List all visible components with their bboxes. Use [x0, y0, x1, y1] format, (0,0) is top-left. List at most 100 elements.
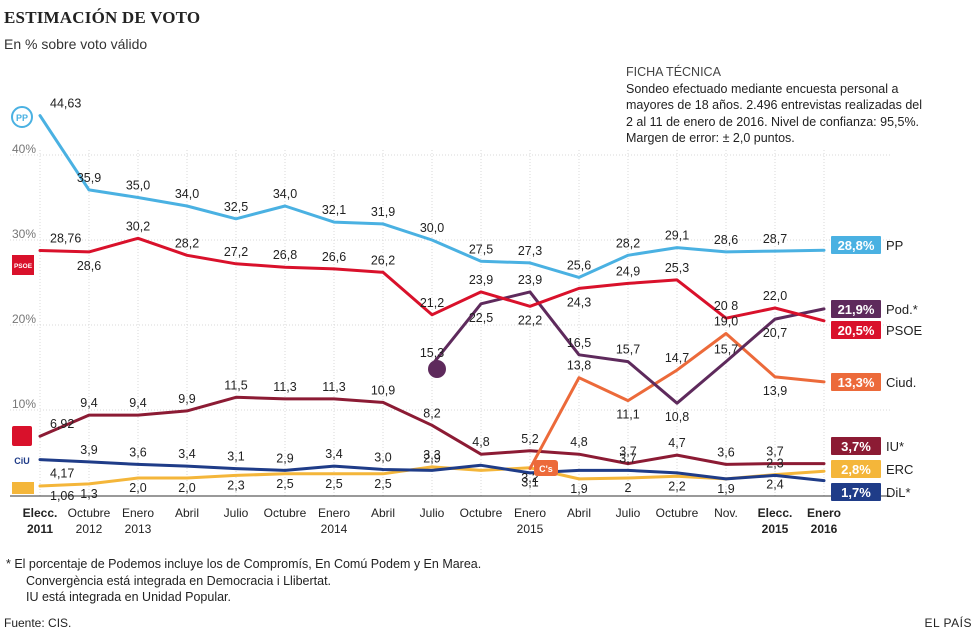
y-tick-label: 20%	[12, 312, 36, 326]
data-label: 3,6	[717, 445, 734, 459]
x-tick-label: Octubre	[656, 506, 699, 520]
chart-subtitle: En % sobre voto válido	[4, 36, 148, 52]
x-tick-label: Abril	[371, 506, 395, 520]
data-label: 19,0	[714, 315, 738, 329]
data-label: 27,2	[224, 245, 248, 259]
data-label: 23,9	[469, 273, 493, 287]
data-label: 15,3	[420, 346, 444, 360]
end-value-box	[831, 460, 881, 478]
data-label: 14,7	[665, 351, 689, 365]
data-label: 3,7	[619, 451, 636, 465]
data-label: 10,8	[665, 410, 689, 424]
data-label: 1,9	[717, 482, 734, 496]
data-label: 3,7	[619, 445, 636, 459]
data-label: 32,1	[322, 203, 346, 217]
data-label: 1,9	[570, 482, 587, 496]
x-tick-label: Octubre	[460, 506, 503, 520]
data-label: 4,8	[570, 435, 587, 449]
data-label: 3,7	[766, 445, 783, 459]
erc-logo-icon	[12, 482, 34, 494]
data-label: 27,3	[518, 244, 542, 258]
series-line-erc	[38, 465, 826, 488]
party-name-label: Pod.*	[886, 302, 918, 317]
data-label: 11,3	[273, 380, 296, 394]
data-label: 2,0	[129, 481, 146, 495]
ficha-line: Sondeo efectuado mediante encuesta perso…	[626, 81, 899, 96]
data-label: 28,76	[50, 232, 81, 246]
data-label: 44,63	[50, 97, 81, 111]
footnote: Convergència está integrada en Democraci…	[26, 573, 332, 588]
x-tick-label: 2013	[125, 522, 152, 536]
end-value-box	[831, 300, 881, 318]
data-label: 25,3	[665, 261, 689, 275]
data-label: 4,7	[668, 436, 685, 450]
data-label: 24,3	[567, 295, 591, 309]
data-label: 28,2	[616, 236, 640, 250]
x-tick-label: 2011	[27, 522, 53, 536]
data-label: 9,9	[178, 392, 195, 406]
data-label: 15,7	[616, 343, 640, 357]
ciudadanos-logo-icon	[534, 460, 558, 476]
footnotes: * El porcentaje de Podemos incluye los d…	[6, 556, 481, 606]
end-value-box	[831, 483, 881, 501]
x-tick-label: Julio	[616, 506, 641, 520]
end-value-box	[831, 321, 881, 339]
ficha-line: 2 al 11 de enero de 2016. Nivel de confi…	[626, 114, 920, 129]
data-label: 2,3	[227, 478, 244, 492]
data-label: 10,9	[371, 383, 395, 397]
data-label: 2	[625, 481, 632, 495]
end-value-box	[831, 437, 881, 455]
data-label: 21,2	[420, 296, 444, 310]
data-label: 2,0	[178, 481, 195, 495]
x-tick-label: 2014	[321, 522, 348, 536]
data-label: 23,9	[518, 273, 542, 287]
data-label: 3,6	[129, 445, 146, 459]
data-label: 16,5	[567, 336, 591, 350]
brand-logo: EL PAÍS	[924, 616, 972, 630]
data-label: 4,17	[50, 467, 74, 481]
data-label: 27,5	[469, 242, 493, 256]
footnote: IU está integrada en Unidad Popular.	[26, 590, 231, 604]
x-tick-label: 2015	[517, 522, 544, 536]
x-tick-label: Abril	[175, 506, 199, 520]
data-label: 3,1	[227, 450, 244, 464]
x-tick-label: Octubre	[68, 506, 111, 520]
data-label: 34,0	[175, 187, 199, 201]
party-name-label: ERC	[886, 462, 913, 477]
data-label: 2,5	[374, 477, 391, 491]
footnote: * El porcentaje de Podemos incluye los d…	[6, 557, 482, 571]
end-value-label: 3,7%	[841, 439, 871, 454]
x-tick-label: Enero	[514, 506, 546, 520]
x-tick-label: 2012	[76, 522, 103, 536]
x-tick-label: Julio	[420, 506, 445, 520]
source-note: Fuente: CIS.	[4, 616, 72, 630]
data-label: 11,5	[224, 378, 247, 392]
y-tick-label: 30%	[12, 227, 36, 241]
data-label: 26,8	[273, 248, 297, 262]
chart-title: ESTIMACIÓN DE VOTO	[4, 8, 201, 27]
party-name-label: IU*	[886, 439, 904, 454]
data-label: 35,0	[126, 179, 150, 193]
data-label: 15,7	[714, 343, 738, 357]
series-line-ciu	[38, 458, 826, 483]
data-label: 28,2	[175, 236, 199, 250]
data-label: 1,06	[50, 489, 74, 503]
data-label: 26,2	[371, 253, 395, 267]
data-label: 3,3	[423, 448, 440, 462]
end-value-label: 21,9%	[838, 302, 875, 317]
x-tick-label: 2016	[811, 522, 838, 536]
ficha-line: Margen de error: ± 2,0 puntos.	[626, 131, 795, 145]
data-label: 2,5	[276, 477, 293, 491]
end-value-label: 13,3%	[838, 375, 875, 390]
data-label: 24,9	[616, 264, 640, 278]
x-tick-label: Nov.	[714, 506, 738, 520]
ciudadanos-logo-icon: C's	[539, 464, 553, 474]
data-label: 2,2	[668, 479, 685, 493]
x-tick-label: 2015	[762, 522, 789, 536]
data-label: 30,0	[420, 221, 444, 235]
data-label: 1,3	[80, 487, 97, 501]
end-value-box	[831, 373, 881, 391]
data-label: 2,4	[766, 478, 783, 492]
end-value-label: 28,8%	[838, 238, 875, 253]
